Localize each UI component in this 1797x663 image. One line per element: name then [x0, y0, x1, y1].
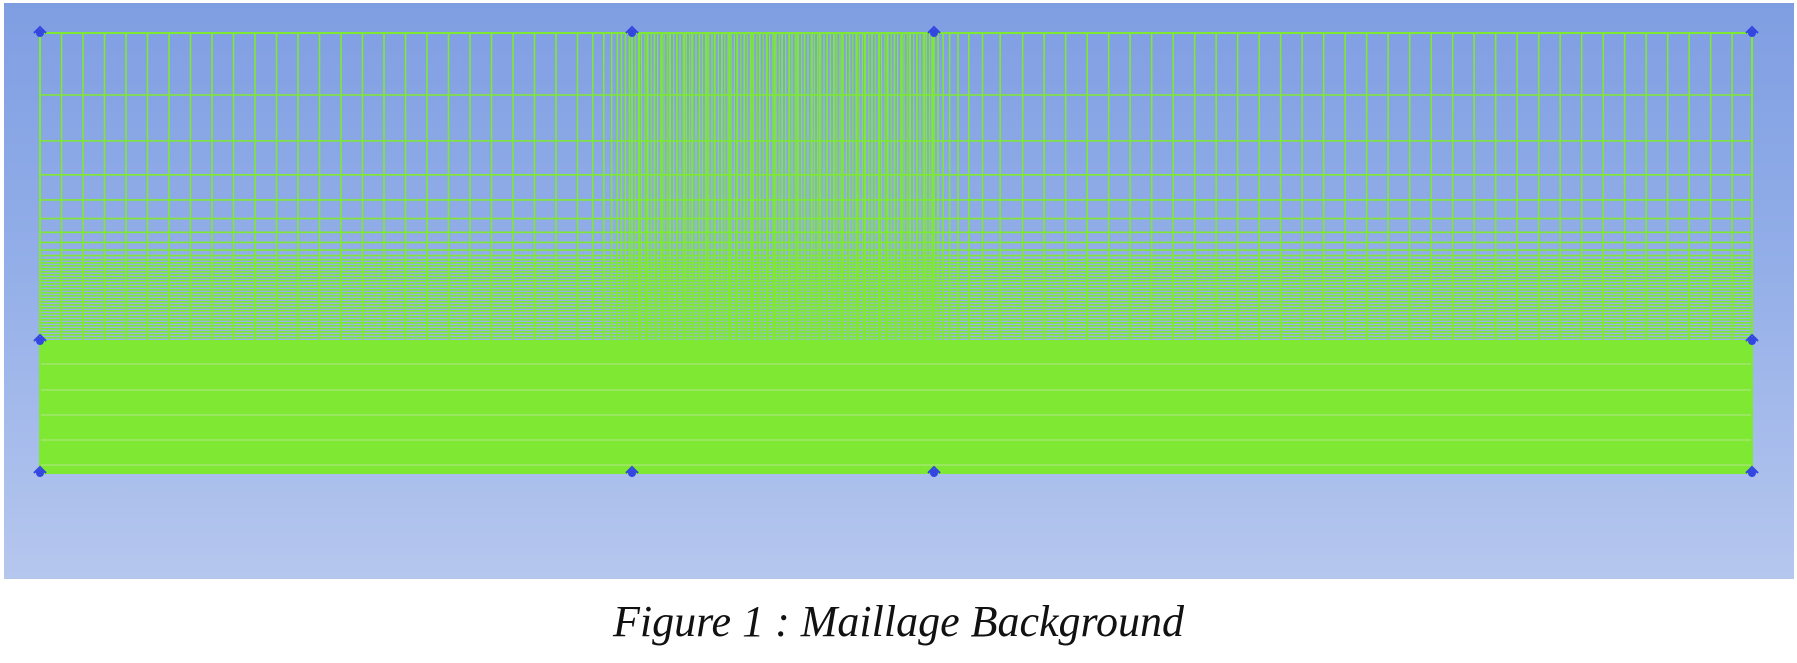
- mesh-grid-lines: [39, 32, 1753, 474]
- vertex-marker-icon: [927, 465, 941, 477]
- vertex-marker-icon: [33, 333, 47, 345]
- mesh-lower-block: [40, 341, 1752, 473]
- vertex-marker-icon: [927, 25, 941, 37]
- block-vertices: [33, 25, 1759, 477]
- vertex-marker-icon: [1745, 25, 1759, 37]
- vertex-marker-icon: [625, 465, 639, 477]
- vertex-marker-icon: [33, 25, 47, 37]
- vertex-marker-icon: [625, 25, 639, 37]
- figure-caption: Figure 1 : Maillage Background: [612, 597, 1185, 646]
- mesh-viewport[interactable]: [4, 3, 1794, 579]
- vertex-marker-icon: [33, 465, 47, 477]
- vertex-marker-icon: [1745, 333, 1759, 345]
- background-mesh: [33, 25, 1759, 477]
- vertex-marker-icon: [1745, 465, 1759, 477]
